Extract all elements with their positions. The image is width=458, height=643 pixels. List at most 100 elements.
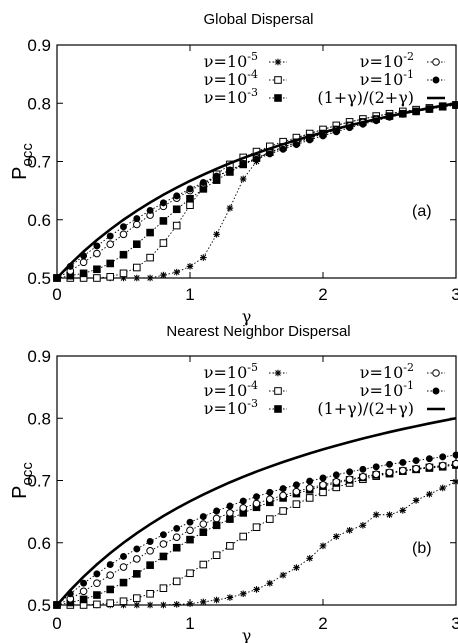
- chart-2-legend: ν=10-5ν=10-4ν=10-3ν=10-2ν=10-1(1+γ)/(2+γ…: [204, 361, 445, 418]
- chart-1-series-5: [53, 101, 458, 282]
- chart-1-ytick-label: 0.5: [27, 269, 51, 288]
- chart-1-data-point: [266, 150, 274, 158]
- chart-2-legend-swatch: [274, 369, 282, 377]
- chart-2-data-point: [399, 458, 407, 466]
- chart-2-data-point: [386, 511, 393, 519]
- chart-1-series-line: [57, 104, 457, 279]
- chart-2-legend-entry: (1+γ)/(2+γ): [317, 399, 445, 418]
- chart-2-data-point: [133, 601, 141, 609]
- chart-1-data-point: [106, 273, 115, 281]
- chart-2-ylabel: Pocc: [9, 462, 36, 499]
- chart-2-analytic-curve: [56, 416, 457, 606]
- chart-1-xtick-label: 3: [451, 285, 458, 304]
- chart-1-data-point: [159, 199, 167, 207]
- chart-1-data-point: [239, 160, 247, 168]
- chart-2-data-point: [452, 451, 458, 459]
- chart-2-data-point: [399, 466, 407, 475]
- chart-2-series-5: [53, 451, 458, 609]
- chart-2-data-point: [186, 600, 194, 608]
- chart-1-legend-swatch: [274, 58, 282, 66]
- chart-1-legend-entry: ν=10-5: [204, 50, 287, 71]
- chart-1-legend-label: ν=10-5: [204, 50, 258, 71]
- chart-2-data-point: [106, 599, 115, 607]
- chart-2-data-point: [199, 560, 208, 569]
- chart-1-data-point: [239, 175, 247, 183]
- chart-2-series-3: [53, 461, 458, 609]
- chart-1-data-point: [253, 155, 260, 163]
- chart-1-data-point: [120, 223, 127, 231]
- chart-1-data-point: [173, 192, 181, 200]
- chart-2-legend-label: ν=10-3: [204, 397, 258, 418]
- chart-2-xtick-label: 0: [52, 614, 61, 633]
- chart-2-data-point: [213, 596, 220, 604]
- chart-2-data-point: [186, 518, 194, 526]
- chart-2-data-point: [399, 507, 407, 514]
- chart-2-data-point: [146, 589, 154, 598]
- chart-1-series-line: [56, 104, 457, 279]
- chart-2-data-point: [213, 507, 221, 515]
- chart-2-data-point: [332, 471, 340, 479]
- chart-2-legend-label: ν=10-5: [204, 361, 258, 382]
- chart-1-legend-entry: ν=10-3: [204, 86, 287, 107]
- chart-2-data-point: [146, 538, 154, 545]
- chart-1-data-point: [159, 217, 168, 225]
- chart-1-data-point: [186, 201, 194, 209]
- chart-1-data-point: [79, 269, 88, 278]
- chart-2: Nearest Neighbor Dispersal 0.5 0.6 0.7 0.8 0.…: [9, 323, 458, 643]
- chart-2-data-point: [199, 528, 208, 536]
- chart-2-data-point: [305, 494, 314, 502]
- chart-2-data-point: [372, 463, 380, 471]
- chart-2-data-point: [172, 533, 181, 541]
- chart-2-data-point: [319, 474, 327, 482]
- chart-2-data-point: [199, 520, 208, 528]
- chart-2-data-point: [439, 484, 446, 492]
- chart-2-data-point: [305, 484, 314, 492]
- chart-1-data-point: [93, 249, 101, 258]
- chart-2-legend-label-base: ν=10: [204, 363, 248, 382]
- chart-2-legend-label: ν=10-4: [204, 379, 258, 400]
- chart-1-data-point: [213, 231, 220, 238]
- chart-2-data-point: [239, 497, 247, 505]
- chart-2-data-point: [346, 527, 353, 534]
- chart-1-data-point: [133, 220, 141, 229]
- chart-2-data-point: [279, 485, 287, 493]
- chart-2-data-point: [93, 591, 101, 599]
- chart-2-data-point: [292, 481, 300, 489]
- chart-1-data-point: [133, 215, 141, 223]
- chart-1-legend-label-base: ν=10: [204, 70, 248, 89]
- chart-2-data-point: [239, 504, 247, 512]
- chart-2-data-point: [186, 535, 194, 544]
- chart-2-data-point: [159, 531, 167, 539]
- chart-2-data-point: [425, 455, 433, 463]
- chart-2-legend-label: ν=10-1: [360, 379, 414, 400]
- chart-1-xtick-label: 2: [318, 285, 327, 304]
- chart-2-data-point: [385, 468, 394, 477]
- chart-2-data-point: [266, 495, 274, 503]
- chart-1-ylabel: Pocc: [9, 143, 36, 180]
- chart-2-data-point: [425, 463, 434, 471]
- chart-2-data-point: [159, 584, 168, 592]
- chart-2-data-point: [226, 502, 234, 510]
- chart-2-data-point: [266, 579, 274, 587]
- chart-2-data-point: [319, 488, 327, 497]
- chart-2-legend-label-base: ν=10: [360, 363, 404, 382]
- chart-1-xlabel: γ: [242, 307, 252, 326]
- chart-2-data-point: [159, 552, 168, 561]
- chart-1-series-6: [56, 101, 457, 279]
- chart-1-data-point: [106, 240, 114, 249]
- chart-1-legend-label: ν=10-3: [204, 86, 258, 107]
- chart-2-data-point: [253, 493, 260, 501]
- chart-2-legend-label-exp: -1: [403, 379, 414, 392]
- chart-2-data-point: [333, 533, 340, 540]
- chart-2-legend-entry: ν=10-5: [204, 361, 287, 382]
- chart-2-ytick-label: 0.8: [27, 409, 51, 428]
- chart-1-data-point: [119, 230, 128, 239]
- chart-2-data-point: [359, 522, 367, 529]
- chart-2-data-point: [292, 500, 301, 508]
- chart-1-series-4: [53, 101, 458, 282]
- chart-1-legend: ν=10-5ν=10-4ν=10-3ν=10-2ν=10-1(1+γ)/(2+γ…: [204, 50, 445, 107]
- chart-1-legend-entry: ν=10-2: [360, 50, 445, 71]
- chart-2-ylabel-sub: occ: [19, 462, 36, 486]
- chart-2-data-point: [306, 555, 313, 562]
- chart-2-data-point: [319, 481, 327, 489]
